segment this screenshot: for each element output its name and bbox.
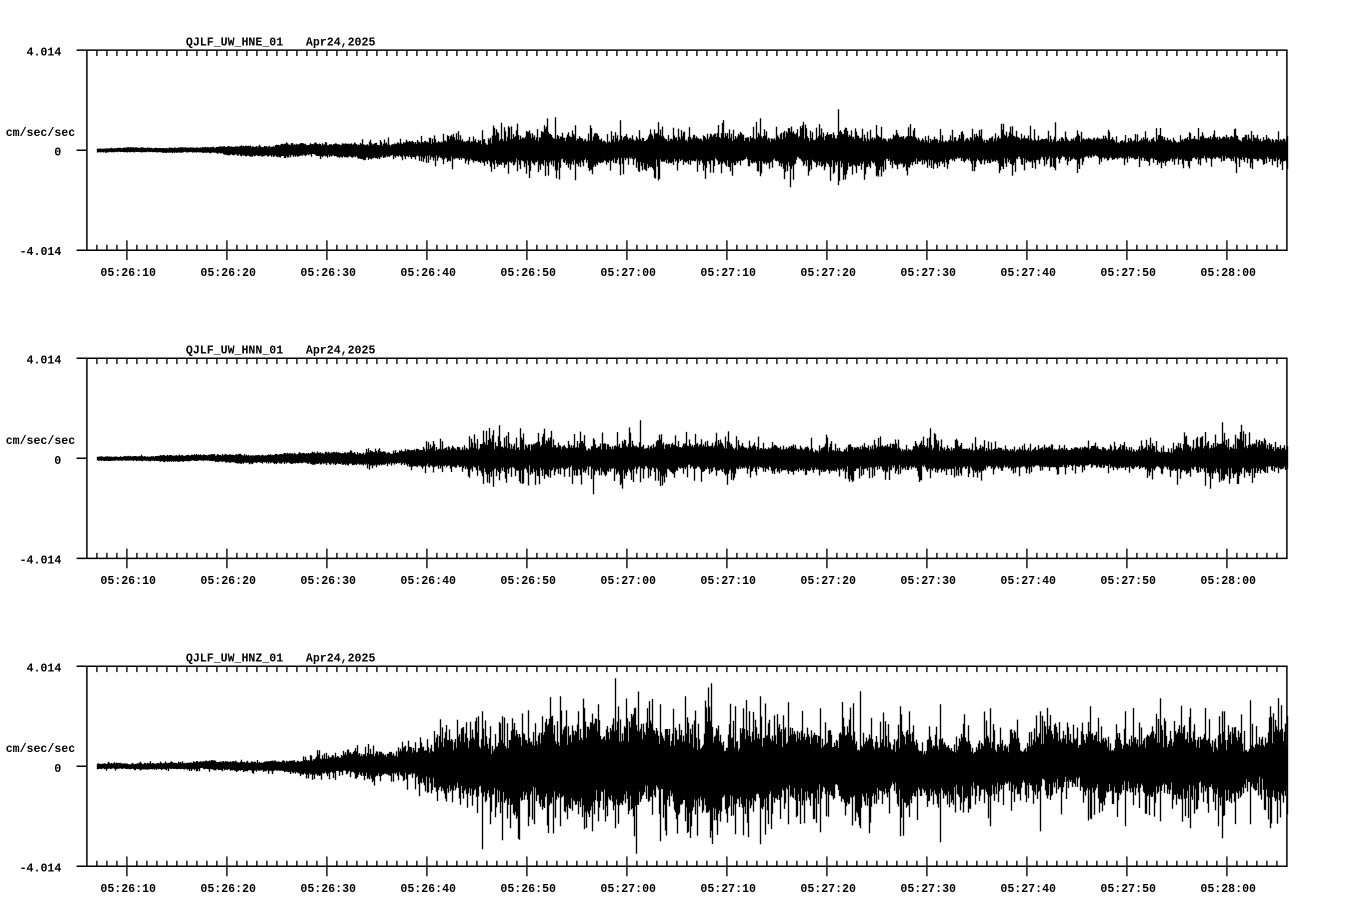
svg-text:05:26:40: 05:26:40	[400, 574, 456, 588]
svg-text:Apr24,2025: Apr24,2025	[306, 652, 376, 666]
svg-text:05:26:10: 05:26:10	[100, 574, 156, 588]
svg-text:05:27:30: 05:27:30	[900, 574, 956, 588]
svg-text:4.014: 4.014	[27, 354, 62, 368]
svg-text:05:27:20: 05:27:20	[800, 574, 856, 588]
svg-text:cm/sec/sec: cm/sec/sec	[6, 126, 76, 140]
svg-text:05:27:40: 05:27:40	[1000, 882, 1056, 896]
svg-text:cm/sec/sec: cm/sec/sec	[6, 434, 76, 448]
svg-text:05:26:30: 05:26:30	[300, 266, 356, 280]
svg-text:QJLF_UW_HNN_01: QJLF_UW_HNN_01	[186, 344, 283, 358]
svg-text:4.014: 4.014	[27, 662, 62, 676]
svg-text:05:27:30: 05:27:30	[900, 882, 956, 896]
svg-text:0: 0	[54, 146, 61, 160]
svg-text:0: 0	[54, 762, 61, 776]
svg-text:05:28:00: 05:28:00	[1200, 882, 1256, 896]
svg-text:05:27:00: 05:27:00	[600, 574, 656, 588]
svg-text:05:27:10: 05:27:10	[700, 882, 756, 896]
svg-text:0: 0	[54, 454, 61, 468]
svg-text:05:27:40: 05:27:40	[1000, 574, 1056, 588]
svg-text:-4.014: -4.014	[20, 861, 62, 875]
svg-text:05:27:00: 05:27:00	[600, 266, 656, 280]
svg-text:05:27:10: 05:27:10	[700, 266, 756, 280]
svg-text:05:26:10: 05:26:10	[100, 882, 156, 896]
svg-text:05:28:00: 05:28:00	[1200, 266, 1256, 280]
svg-text:4.014: 4.014	[27, 45, 62, 59]
svg-text:05:28:00: 05:28:00	[1200, 574, 1256, 588]
svg-text:05:26:50: 05:26:50	[500, 574, 556, 588]
svg-text:05:26:20: 05:26:20	[200, 266, 256, 280]
svg-text:05:26:20: 05:26:20	[200, 882, 256, 896]
svg-text:QJLF_UW_HNZ_01: QJLF_UW_HNZ_01	[186, 652, 283, 666]
svg-text:-4.014: -4.014	[20, 553, 62, 567]
svg-text:Apr24,2025: Apr24,2025	[306, 35, 376, 49]
svg-text:05:26:50: 05:26:50	[500, 266, 556, 280]
svg-text:05:27:10: 05:27:10	[700, 574, 756, 588]
svg-text:cm/sec/sec: cm/sec/sec	[6, 742, 76, 756]
svg-text:05:27:30: 05:27:30	[900, 266, 956, 280]
svg-text:05:27:50: 05:27:50	[1100, 882, 1156, 896]
svg-text:05:27:50: 05:27:50	[1100, 574, 1156, 588]
svg-text:QJLF_UW_HNE_01: QJLF_UW_HNE_01	[186, 35, 283, 49]
svg-text:05:26:40: 05:26:40	[400, 266, 456, 280]
svg-text:05:26:30: 05:26:30	[300, 882, 356, 896]
svg-text:05:27:20: 05:27:20	[800, 266, 856, 280]
svg-text:05:27:50: 05:27:50	[1100, 266, 1156, 280]
svg-text:05:27:00: 05:27:00	[600, 882, 656, 896]
svg-text:05:27:20: 05:27:20	[800, 882, 856, 896]
svg-text:05:26:20: 05:26:20	[200, 574, 256, 588]
svg-text:05:26:40: 05:26:40	[400, 882, 456, 896]
svg-text:Apr24,2025: Apr24,2025	[306, 344, 376, 358]
svg-text:05:26:10: 05:26:10	[100, 266, 156, 280]
svg-text:05:26:30: 05:26:30	[300, 574, 356, 588]
svg-text:-4.014: -4.014	[20, 245, 62, 259]
svg-text:05:27:40: 05:27:40	[1000, 266, 1056, 280]
svg-text:05:26:50: 05:26:50	[500, 882, 556, 896]
